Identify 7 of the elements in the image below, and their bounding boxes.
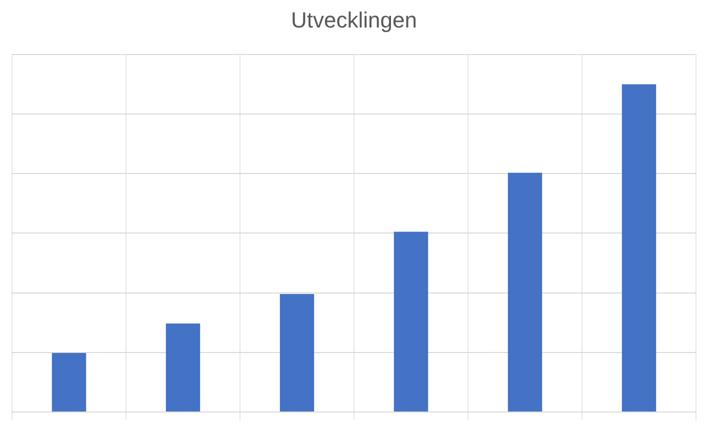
bar — [508, 172, 542, 412]
chart-title: Utvecklingen — [291, 7, 417, 32]
bar — [52, 352, 86, 412]
bar — [166, 323, 200, 412]
bar — [622, 84, 656, 412]
bar — [280, 294, 314, 412]
bar — [394, 232, 428, 412]
